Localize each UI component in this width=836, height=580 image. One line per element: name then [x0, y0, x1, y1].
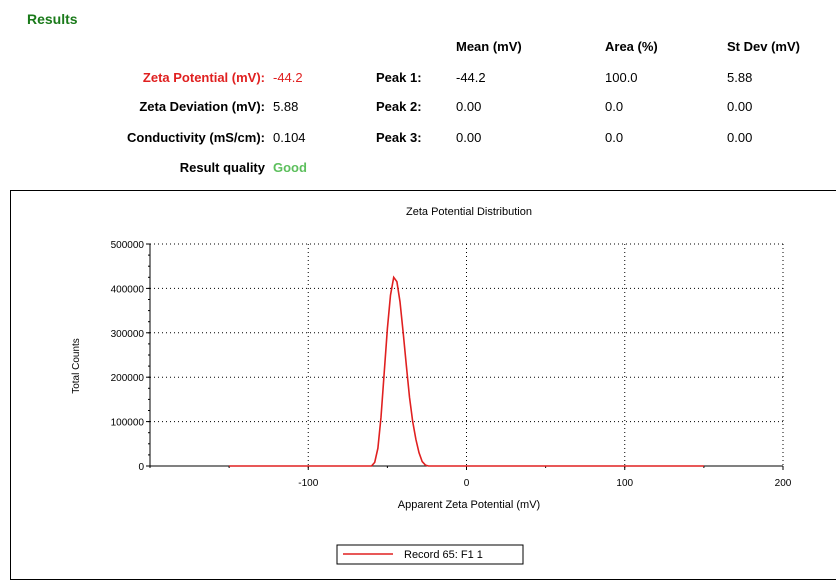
- y-tick-label: 300000: [111, 329, 145, 340]
- zeta-potential-value: -44.2: [273, 70, 303, 85]
- peak-1-label: Peak 1:: [376, 70, 422, 85]
- peak-2-mean: 0.00: [456, 99, 482, 114]
- peak-1-stdev: 5.88: [727, 70, 753, 85]
- area-header: Area (%): [605, 39, 658, 54]
- results-title: Results: [27, 11, 78, 27]
- peak-3-label: Peak 3:: [376, 130, 422, 145]
- chart-title: Zeta Potential Distribution: [406, 206, 532, 218]
- y-tick-label: 500000: [111, 240, 145, 251]
- mean-header: Mean (mV): [456, 39, 522, 54]
- peak-2-stdev: 0.00: [727, 99, 753, 114]
- x-tick-label: 100: [616, 478, 633, 489]
- y-tick-label: 400000: [111, 284, 145, 295]
- x-tick-label: 0: [464, 478, 470, 489]
- x-tick-label: 200: [775, 478, 792, 489]
- peak-1-mean: -44.2: [456, 70, 486, 85]
- y-tick-label: 100000: [111, 418, 145, 429]
- peak-1-area: 100.0: [605, 70, 638, 85]
- stdev-header: St Dev (mV): [727, 39, 800, 54]
- result-quality-label: Result quality: [179, 160, 265, 175]
- zeta-potential-label: Zeta Potential (mV):: [142, 70, 265, 85]
- peak-3-stdev: 0.00: [727, 130, 753, 145]
- y-axis-label: Total Counts: [71, 338, 82, 394]
- result-quality-value: Good: [273, 160, 307, 175]
- legend-series-label: Record 65: F1 1: [404, 549, 483, 561]
- x-axis-label: Apparent Zeta Potential (mV): [398, 499, 540, 511]
- legend-box: [336, 544, 524, 565]
- y-tick-label: 200000: [111, 373, 145, 384]
- zeta-deviation-value: 5.88: [273, 99, 299, 114]
- peak-3-area: 0.0: [605, 130, 624, 145]
- conductivity-label: Conductivity (mS/cm):: [127, 130, 265, 145]
- zeta-deviation-label: Zeta Deviation (mV):: [139, 99, 265, 114]
- peak-3-mean: 0.00: [456, 130, 482, 145]
- peak-2-label: Peak 2:: [376, 99, 422, 114]
- y-tick-label: 0: [138, 462, 144, 473]
- series-line: [229, 275, 704, 467]
- peak-2-area: 0.0: [605, 99, 624, 114]
- conductivity-value: 0.104: [273, 130, 306, 145]
- x-tick-label: -100: [298, 478, 318, 489]
